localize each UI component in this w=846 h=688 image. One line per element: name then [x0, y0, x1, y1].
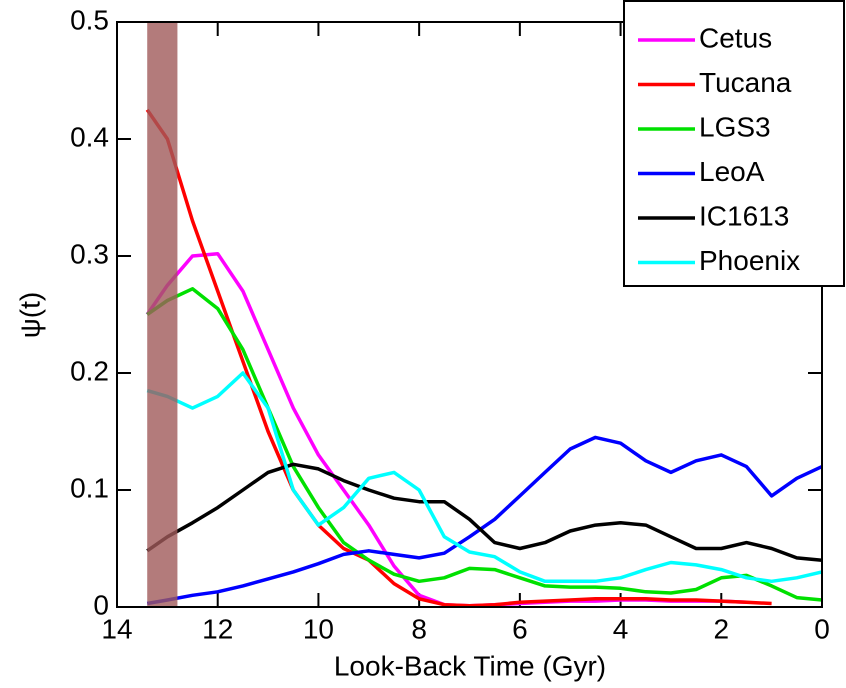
x-tick-label: 0: [814, 613, 830, 644]
x-tick-label: 12: [202, 613, 233, 644]
series-line: [145, 108, 772, 608]
y-tick-label: 0.5: [70, 4, 109, 35]
y-tick-label: 0.4: [70, 121, 109, 152]
x-axis-label: Look-Back Time (Gyr): [334, 650, 606, 681]
y-tick-label: 0.3: [70, 238, 109, 269]
shaded-band: [147, 22, 178, 607]
legend-label: LeoA: [699, 156, 765, 187]
legend-box: [623, 0, 845, 287]
x-tick-label: 8: [411, 613, 427, 644]
legend-label: Cetus: [699, 22, 772, 53]
legend-label: Tucana: [699, 67, 792, 98]
x-tick-label: 14: [101, 613, 132, 644]
x-tick-label: 6: [512, 613, 528, 644]
legend-label: LGS3: [699, 111, 771, 142]
x-tick-label: 4: [613, 613, 629, 644]
series-line: [146, 371, 823, 584]
y-axis-label: ψ(t): [14, 292, 45, 338]
y-tick-label: 0.2: [70, 355, 109, 386]
x-tick-label: 10: [303, 613, 334, 644]
legend-label: Phoenix: [699, 245, 800, 276]
series-line: [146, 435, 823, 606]
y-tick-label: 0.1: [70, 472, 109, 503]
legend-label: IC1613: [699, 200, 789, 231]
series-line: [146, 287, 823, 602]
x-tick-label: 2: [713, 613, 729, 644]
y-tick-label: 0: [93, 589, 109, 620]
series-line: [146, 462, 823, 562]
plot-frame: [116, 21, 823, 608]
